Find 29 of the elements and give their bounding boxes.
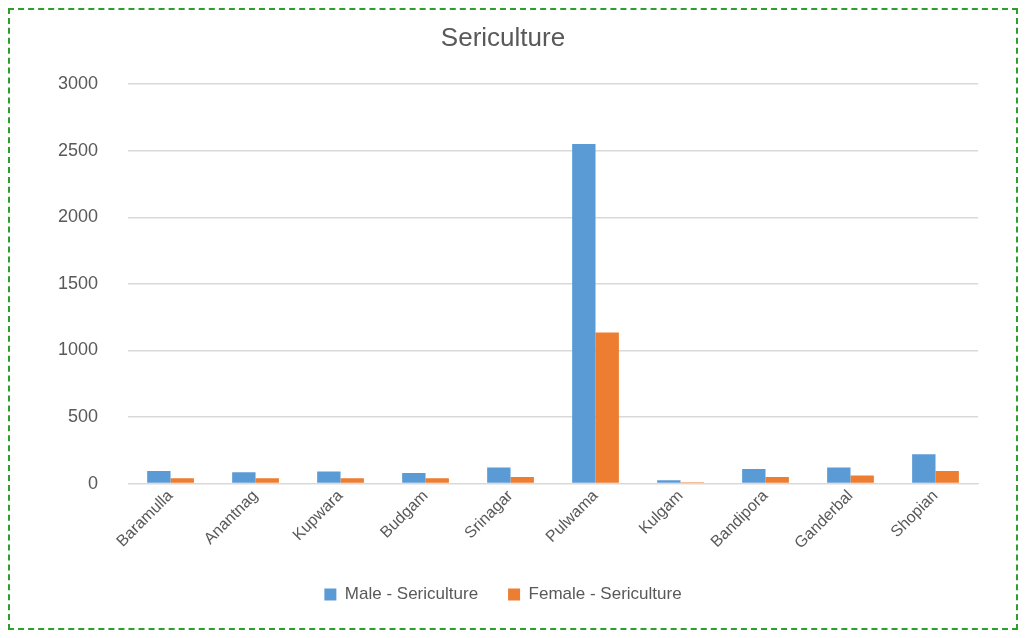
y-tick-label: 1500 [58, 272, 99, 293]
legend-label: Female - Sericulture [528, 584, 682, 604]
y-tick-label: 3000 [58, 73, 99, 94]
y-tick-label: 2000 [58, 206, 99, 227]
bar [765, 476, 789, 483]
chart-title: Sericulture [440, 21, 566, 52]
bar [657, 480, 681, 483]
bar [935, 470, 959, 483]
y-tick-label: 1000 [58, 339, 99, 360]
bar [742, 468, 766, 483]
y-tick-label: 500 [68, 405, 99, 426]
bar [850, 475, 874, 483]
bar [317, 471, 341, 483]
bar [912, 454, 936, 483]
bar [147, 470, 171, 483]
bar [255, 478, 279, 483]
bar [170, 478, 194, 483]
legend-label: Male - Sericulture [344, 584, 479, 604]
bar [572, 144, 596, 483]
bar [487, 467, 511, 483]
y-tick-label: 0 [88, 472, 99, 493]
bar [340, 478, 364, 483]
y-tick-label: 2500 [58, 139, 99, 160]
bar [595, 332, 619, 483]
bar [232, 472, 256, 483]
bar [510, 476, 534, 483]
bar [402, 472, 426, 483]
bar [827, 467, 851, 483]
bar [425, 478, 449, 483]
